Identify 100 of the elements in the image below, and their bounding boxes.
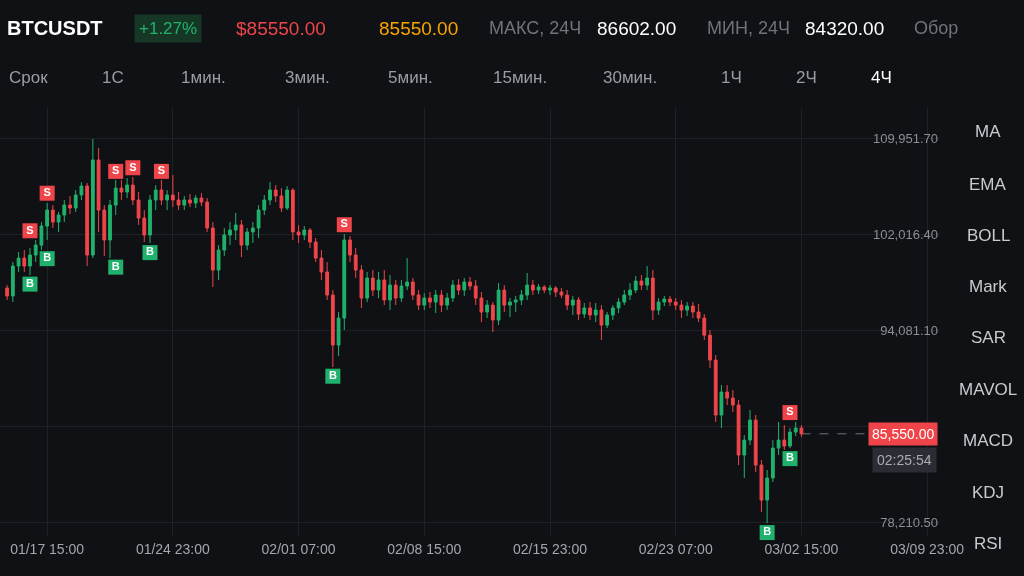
candlestick [28, 247, 32, 276]
annotation: 02:25:54 [877, 452, 932, 468]
x-tick-label: 03/02 15:00 [764, 541, 839, 557]
candlestick [468, 276, 472, 291]
candlestick [210, 221, 215, 288]
data-label: S [112, 164, 120, 177]
candlestick [645, 265, 650, 291]
candlestick [348, 235, 352, 263]
data-label: S [786, 405, 794, 418]
candlestick [599, 304, 604, 341]
candlestick [582, 302, 587, 319]
candlestick [50, 204, 55, 229]
text: МАКС, 24Ч [489, 18, 582, 38]
candlestick [422, 292, 427, 311]
candlestick [788, 427, 792, 449]
candlestick [182, 195, 187, 211]
candlestick [16, 251, 21, 273]
candlestick [245, 227, 250, 251]
candlestick [445, 292, 450, 311]
candlestick [456, 278, 461, 296]
candlestick [410, 277, 415, 301]
candlestick [233, 212, 238, 241]
x-tick-label: 02/08 15:00 [387, 541, 462, 557]
candlestick [588, 301, 592, 321]
text: 5мин. [388, 68, 433, 87]
candlestick [748, 409, 752, 446]
candlestick [365, 271, 370, 303]
candlestick [628, 282, 632, 301]
y-tick-label: 78,210.50 [880, 515, 938, 531]
text: SAR [971, 328, 1006, 347]
candlestick [776, 421, 781, 456]
candlestick [525, 272, 530, 301]
candlestick [176, 191, 181, 211]
candlestick [296, 224, 301, 244]
candlestick [388, 274, 392, 311]
candlestick [502, 284, 507, 313]
candlestick [548, 284, 552, 296]
text: Срок [9, 68, 49, 87]
candlestick [685, 301, 690, 317]
candlestick [68, 195, 72, 215]
candlestick [713, 354, 718, 423]
data-label: S [43, 185, 51, 198]
data-label: S [340, 217, 348, 230]
candlestick [188, 193, 192, 208]
x-tick-label: 03/09 23:00 [890, 541, 965, 557]
data-label: S [129, 160, 137, 173]
text: MACD [963, 431, 1014, 450]
candlestick [108, 199, 112, 259]
candlestick [285, 185, 290, 211]
candlestick [10, 261, 15, 303]
candlestick [542, 284, 547, 294]
candlestick [725, 384, 730, 406]
candlestick [633, 275, 638, 294]
text: EMA [969, 175, 1007, 194]
candlestick [205, 197, 210, 233]
text: 1мин. [181, 68, 226, 87]
candlestick [736, 399, 741, 466]
candlestick [605, 311, 610, 329]
candlestick [433, 289, 438, 314]
chart-title: BTCUSDT [7, 17, 103, 39]
candlestick [650, 269, 655, 321]
data-label: S [157, 164, 166, 177]
candlestick [330, 289, 335, 368]
candlestick [228, 221, 232, 246]
text: 84320.00 [805, 18, 885, 39]
candlestick [153, 184, 158, 211]
candlestick [370, 269, 375, 297]
x-tick-label: 02/01 07:00 [261, 541, 336, 557]
candlestick [793, 421, 798, 437]
candlestick [708, 329, 712, 369]
candlestick [239, 219, 244, 258]
candlestick [199, 192, 204, 207]
text: MA [975, 122, 1002, 141]
candlestick [742, 434, 747, 479]
candlestick [496, 282, 501, 326]
candlestick [399, 279, 404, 303]
text: RSI [974, 534, 1003, 553]
text: 86602.00 [597, 18, 677, 39]
candlestick [22, 249, 27, 273]
text: $85550.00 [236, 18, 326, 39]
candlestick [668, 295, 672, 307]
text: 30мин. [603, 68, 658, 87]
candlestick [462, 277, 467, 297]
candlestick [593, 302, 598, 323]
candlestick [405, 257, 410, 291]
candlestick [565, 289, 570, 311]
candlestick [508, 297, 512, 318]
candlestick [148, 194, 152, 244]
candlestick [170, 174, 175, 208]
text: KDJ [972, 483, 1005, 502]
candlestick [485, 299, 490, 319]
x-tick-label: 02/23 07:00 [638, 541, 713, 557]
candlestick [165, 189, 170, 211]
text: 15мин. [493, 68, 548, 87]
text: 1С [102, 68, 124, 87]
data-label: B [786, 451, 795, 464]
text: 4Ч [871, 68, 892, 87]
data-label: B [763, 525, 772, 538]
data-label: B [26, 276, 35, 289]
x-tick-label: 01/17 15:00 [10, 541, 85, 557]
